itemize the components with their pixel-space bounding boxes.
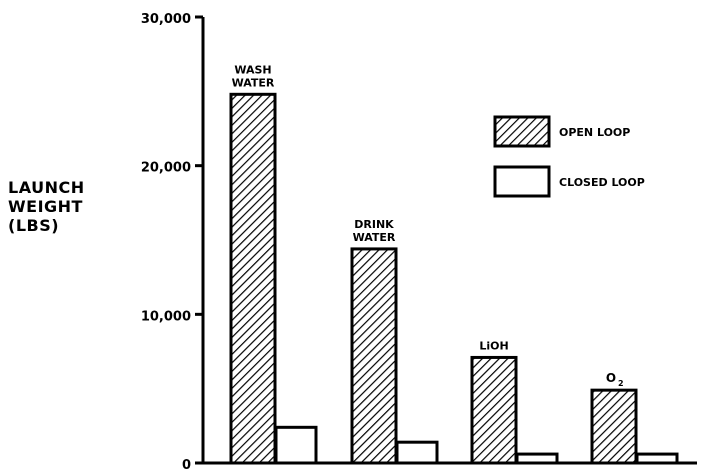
legend-label: CLOSED LOOP	[559, 176, 645, 189]
y-axis-label: LAUNCH WEIGHT (LBS)	[8, 178, 118, 235]
bar-closed-loop	[635, 452, 679, 465]
bar-open-loop	[350, 247, 398, 465]
y-tick-label: 20,000	[141, 161, 191, 176]
bar-open-loop	[229, 92, 277, 465]
category-label: WATER	[232, 76, 275, 89]
category-label-subscript: 2	[618, 379, 624, 388]
legend-label: OPEN LOOP	[559, 126, 630, 139]
category-label: WATER	[353, 231, 396, 244]
bar-open-loop	[590, 388, 638, 465]
bar-closed-loop	[274, 425, 318, 465]
y-axis-label-line: WEIGHT	[8, 197, 83, 216]
bar-closed-loop	[515, 452, 559, 465]
legend: OPEN LOOP CLOSED LOOP	[493, 115, 645, 198]
y-axis-label-line: LAUNCH	[8, 178, 85, 197]
category-label: DRINK	[354, 218, 394, 231]
bars	[229, 92, 679, 465]
y-axis-label-line: (LBS)	[8, 216, 60, 235]
bar-open-loop	[470, 355, 518, 465]
category-label: WASH	[234, 63, 271, 76]
category-label: O	[606, 371, 616, 385]
y-tick-label: 10,000	[141, 309, 191, 324]
legend-swatch	[493, 115, 551, 148]
legend-swatch	[493, 165, 551, 198]
y-tick-label: 30,000	[141, 12, 191, 27]
y-tick-label: 0	[182, 458, 191, 473]
bar-closed-loop	[395, 440, 439, 465]
category-label: LiOH	[479, 339, 508, 352]
